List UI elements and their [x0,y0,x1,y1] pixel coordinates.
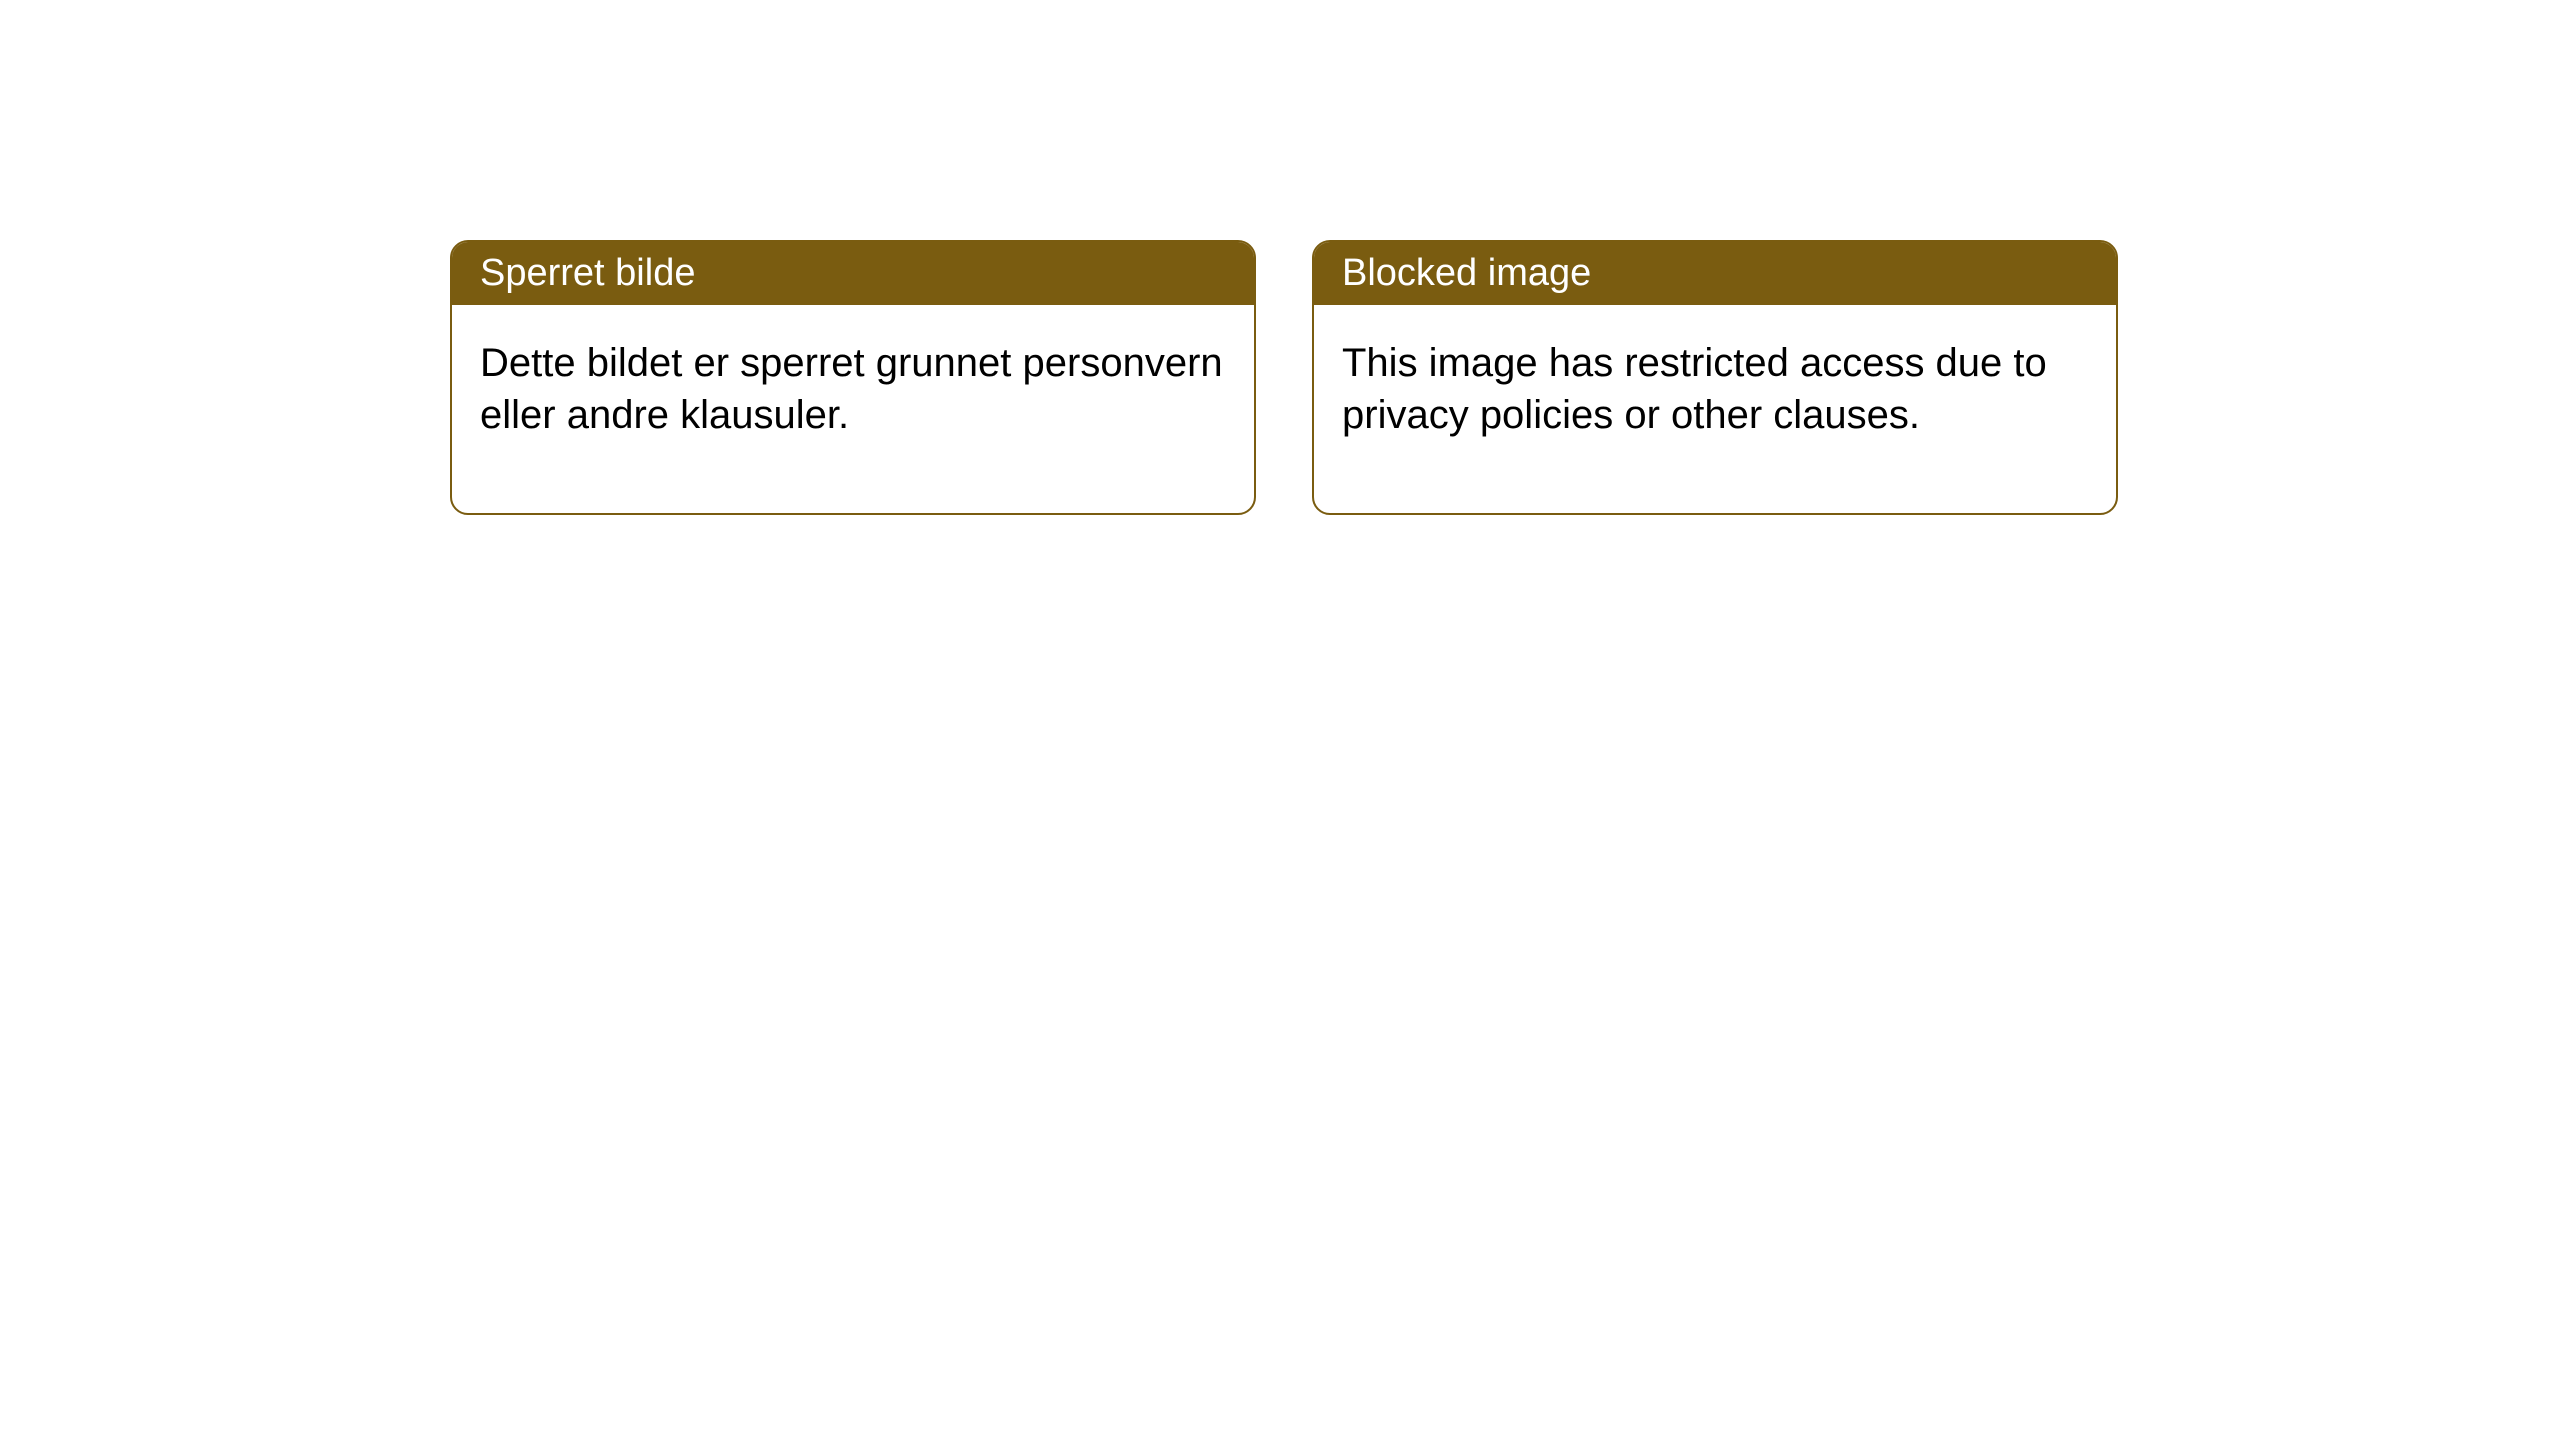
notice-container: Sperret bilde Dette bildet er sperret gr… [450,240,2118,515]
notice-body: This image has restricted access due to … [1314,305,2116,513]
notice-header: Sperret bilde [452,242,1254,305]
notice-card-norwegian: Sperret bilde Dette bildet er sperret gr… [450,240,1256,515]
notice-message: This image has restricted access due to … [1342,341,2047,437]
notice-card-english: Blocked image This image has restricted … [1312,240,2118,515]
notice-header: Blocked image [1314,242,2116,305]
notice-body: Dette bildet er sperret grunnet personve… [452,305,1254,513]
notice-message: Dette bildet er sperret grunnet personve… [480,341,1223,437]
notice-title: Blocked image [1342,252,1591,294]
notice-title: Sperret bilde [480,252,695,294]
